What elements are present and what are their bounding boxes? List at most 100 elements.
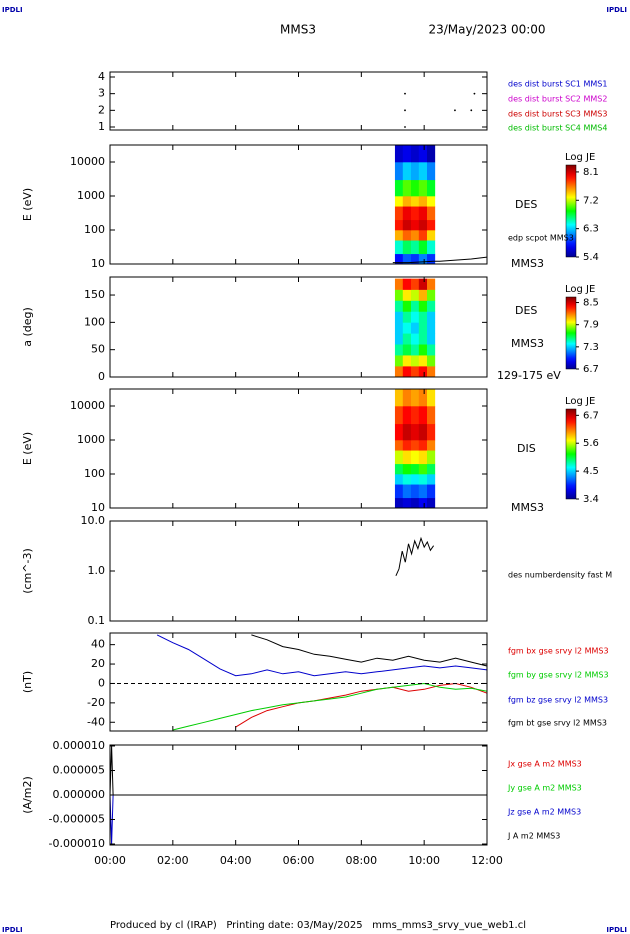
heatmap-cell xyxy=(418,440,428,451)
y-tick-label: 150 xyxy=(84,288,105,301)
corner-label: IPDLI xyxy=(2,926,23,934)
heatmap-cell xyxy=(402,311,412,323)
panel-label: 129-175 eV xyxy=(497,369,561,382)
heatmap-cell xyxy=(410,389,420,407)
y-tick-label: -20 xyxy=(87,696,105,709)
heatmap-cell xyxy=(410,484,420,499)
colorbar xyxy=(565,164,577,258)
heatmap-cell xyxy=(402,322,412,334)
heatmap-cell xyxy=(394,300,404,312)
heatmap-cell xyxy=(410,333,420,345)
heatmap-cell xyxy=(426,322,436,334)
heatmap-cell xyxy=(418,240,428,255)
heatmap-cell xyxy=(418,300,428,312)
heatmap-cell xyxy=(426,450,436,465)
y-tick-label: 100 xyxy=(84,223,105,236)
y-tick-label: 10000 xyxy=(70,399,105,412)
y-tick-label: 20 xyxy=(91,657,105,670)
y-axis-label: (A/m2) xyxy=(21,776,34,814)
heatmap-cell xyxy=(410,179,420,197)
y-tick-label: 10 xyxy=(91,257,105,270)
heatmap-cell xyxy=(394,240,404,255)
data-point xyxy=(454,109,456,112)
panel-frame xyxy=(109,71,488,131)
colorbar-tick-label: 7.3 xyxy=(583,342,599,353)
heatmap-cell xyxy=(426,253,436,265)
colorbar-tick-label: 5.6 xyxy=(583,438,599,449)
colorbar xyxy=(565,296,577,370)
data-point xyxy=(404,126,406,128)
panel-label: des dist burst SC1 MMS1 xyxy=(508,80,607,89)
y-tick-label: 2 xyxy=(98,103,105,116)
y-tick-label: 100 xyxy=(84,315,105,328)
legend-label: J A m2 MMS3 xyxy=(507,832,560,841)
heatmap-cell xyxy=(426,389,436,407)
panel-label: MMS3 xyxy=(511,337,544,350)
y-axis-label: E (eV) xyxy=(21,188,34,221)
y-tick-label: -0.000010 xyxy=(49,837,105,850)
heatmap-cell xyxy=(394,145,404,163)
heatmap-cell xyxy=(410,219,420,231)
heatmap-cell xyxy=(410,311,420,323)
heatmap-cell xyxy=(402,206,412,221)
heatmap-cell xyxy=(410,497,420,509)
heatmap-cell xyxy=(402,474,412,485)
heatmap-cell xyxy=(394,253,404,265)
heatmap-cell xyxy=(394,162,404,181)
legend-label: fgm bz gse srvy l2 MMS3 xyxy=(508,696,608,705)
heatmap-cell xyxy=(394,344,404,356)
heatmap-cell xyxy=(426,333,436,345)
heatmap-cell xyxy=(418,179,428,197)
series-line xyxy=(395,536,435,577)
colorbar-tick-label: 8.1 xyxy=(583,167,599,178)
heatmap-cell xyxy=(394,440,404,451)
y-tick-label: 10000 xyxy=(70,155,105,168)
heatmap-cell xyxy=(418,474,428,485)
heatmap-cell xyxy=(410,344,420,356)
heatmap-cell xyxy=(410,253,420,265)
heatmap-cell xyxy=(410,230,420,241)
heatmap-cell xyxy=(402,497,412,509)
heatmap-cell xyxy=(410,145,420,163)
heatmap-cell xyxy=(426,484,436,499)
heatmap-cell xyxy=(426,179,436,197)
heatmap-cell xyxy=(418,366,428,378)
panel-label: des dist burst SC2 MMS2 xyxy=(508,95,607,104)
colorbar-tick-label: 3.4 xyxy=(583,494,599,505)
heatmap-cell xyxy=(402,406,412,425)
y-tick-label: 10.0 xyxy=(81,514,106,527)
heatmap-cell xyxy=(402,423,412,441)
heatmap-cell xyxy=(402,196,412,207)
heatmap-cell xyxy=(410,300,420,312)
heatmap-cell xyxy=(402,219,412,231)
heatmap-cell xyxy=(402,253,412,265)
y-tick-label: 0 xyxy=(98,370,105,383)
heatmap-cell xyxy=(426,289,436,301)
heatmap-cell xyxy=(402,289,412,301)
heatmap-cell xyxy=(410,206,420,221)
heatmap-cell xyxy=(426,196,436,207)
heatmap-cell xyxy=(394,219,404,231)
heatmap-cell xyxy=(426,474,436,485)
heatmap-cell xyxy=(410,355,420,367)
y-tick-label: 0.000010 xyxy=(53,739,106,752)
panel-frame xyxy=(109,520,488,622)
heatmap-cell xyxy=(394,322,404,334)
heatmap-cell xyxy=(394,450,404,465)
heatmap-cell xyxy=(418,423,428,441)
y-tick-label: 1000 xyxy=(77,189,105,202)
y-tick-label: 50 xyxy=(91,343,105,356)
heatmap-cell xyxy=(394,278,404,290)
heatmap-cell xyxy=(426,240,436,255)
heatmap-cell xyxy=(426,355,436,367)
heatmap-cell xyxy=(410,450,420,465)
heatmap-cell xyxy=(418,219,428,231)
x-tick-label: 10:00 xyxy=(408,854,440,867)
x-tick-label: 08:00 xyxy=(345,854,377,867)
colorbar-title: Log JE xyxy=(565,396,595,407)
heatmap-cell xyxy=(394,484,404,499)
data-point xyxy=(404,109,406,112)
heatmap-cell xyxy=(410,406,420,425)
heatmap-cell xyxy=(394,474,404,485)
y-tick-label: 1 xyxy=(98,120,105,133)
